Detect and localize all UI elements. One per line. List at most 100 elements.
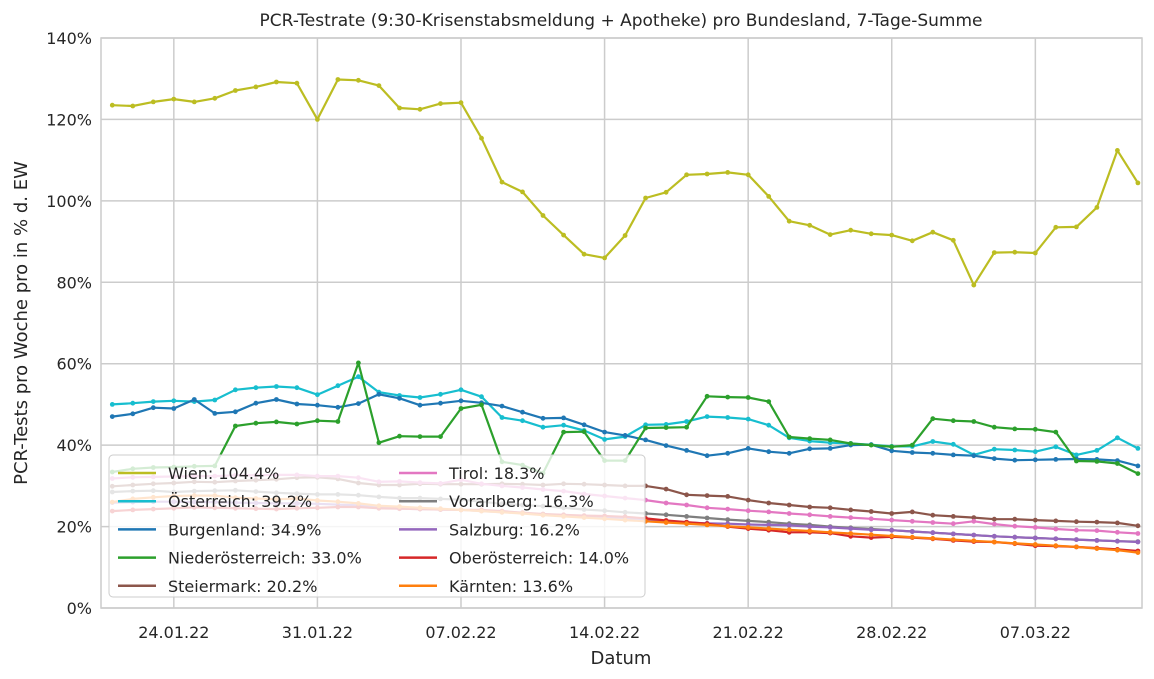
y-tick-label: 80% — [56, 273, 92, 292]
data-point — [930, 450, 936, 456]
data-point — [663, 512, 669, 518]
data-point — [130, 103, 136, 109]
data-point — [786, 502, 792, 508]
data-point — [356, 374, 361, 380]
data-point — [150, 405, 156, 411]
data-point — [1135, 523, 1141, 529]
data-point — [479, 135, 484, 141]
data-point — [663, 443, 669, 448]
data-point — [786, 450, 792, 456]
data-point — [766, 500, 772, 506]
data-point — [725, 506, 731, 512]
data-point — [1074, 458, 1079, 464]
data-point — [315, 117, 320, 122]
legend-label: Oberösterreich: 14.0% — [449, 549, 629, 568]
data-point — [1074, 224, 1079, 230]
y-axis-title: PCR-Tests pro Woche pro in % d. EW — [11, 161, 32, 485]
data-point — [971, 538, 977, 544]
data-point — [1053, 536, 1059, 542]
data-point — [725, 415, 731, 420]
data-point — [643, 425, 648, 431]
data-point — [540, 415, 546, 421]
data-point — [786, 218, 792, 224]
data-point — [376, 391, 382, 397]
legend-label: Österreich: 39.2% — [168, 492, 312, 511]
data-point — [684, 424, 689, 430]
data-point — [335, 77, 341, 82]
legend-label: Steiermark: 20.2% — [168, 577, 317, 596]
data-point — [253, 84, 259, 90]
data-point — [766, 522, 772, 528]
data-point — [233, 387, 238, 393]
data-point — [807, 512, 813, 518]
data-point — [356, 77, 361, 83]
data-point — [827, 505, 833, 511]
data-point — [335, 404, 341, 410]
data-point — [704, 493, 710, 498]
data-point — [909, 529, 915, 534]
legend-label: Burgenland: 34.9% — [168, 520, 321, 539]
data-point — [417, 434, 423, 439]
data-point — [725, 394, 731, 400]
data-point — [684, 448, 689, 453]
legend-label: Tirol: 18.3% — [448, 464, 545, 483]
data-point — [520, 418, 525, 424]
data-point — [1115, 461, 1120, 466]
data-point — [807, 436, 813, 441]
data-point — [889, 527, 895, 533]
data-point — [704, 522, 710, 528]
x-tick-label: 28.02.22 — [856, 623, 927, 642]
data-point — [458, 100, 464, 106]
data-point — [109, 402, 115, 407]
data-point — [212, 397, 218, 403]
data-point — [868, 527, 874, 533]
data-point — [1094, 459, 1100, 464]
data-point — [930, 229, 936, 235]
data-point — [868, 442, 874, 448]
data-point — [848, 227, 854, 233]
x-tick-label: 07.03.22 — [1000, 623, 1071, 642]
data-point — [909, 518, 915, 524]
data-point — [1012, 249, 1018, 255]
data-point — [868, 509, 874, 514]
data-point — [1012, 457, 1018, 463]
data-point — [786, 434, 792, 440]
y-tick-label: 0% — [67, 599, 92, 618]
data-point — [417, 106, 423, 112]
data-point — [602, 255, 607, 261]
data-point — [253, 385, 259, 391]
data-point — [827, 446, 833, 451]
data-point — [950, 237, 956, 243]
data-point — [561, 422, 566, 428]
y-tick-label: 140% — [46, 29, 92, 48]
legend-label: Vorarlberg: 16.3% — [449, 492, 594, 511]
data-point — [725, 523, 731, 529]
data-point — [930, 530, 936, 536]
data-point — [581, 251, 587, 257]
data-point — [1012, 534, 1018, 540]
data-point — [643, 437, 648, 443]
data-point — [622, 233, 628, 238]
data-point — [397, 433, 402, 439]
data-point — [704, 171, 710, 177]
data-point — [1115, 529, 1120, 535]
data-point — [294, 385, 300, 391]
data-point — [438, 101, 443, 106]
data-point — [663, 520, 669, 525]
data-point — [1094, 448, 1100, 453]
y-tick-label: 60% — [56, 355, 92, 374]
data-point — [684, 521, 689, 527]
data-point — [643, 195, 648, 201]
data-point — [889, 448, 895, 454]
data-point — [971, 532, 977, 538]
data-point — [909, 450, 915, 455]
data-point — [1032, 535, 1038, 541]
data-point — [1012, 426, 1018, 432]
data-point — [109, 414, 115, 419]
data-point — [950, 418, 956, 424]
data-point — [581, 422, 587, 428]
data-point — [950, 441, 956, 447]
data-point — [253, 400, 259, 406]
data-point — [109, 102, 115, 108]
data-point — [991, 424, 997, 430]
